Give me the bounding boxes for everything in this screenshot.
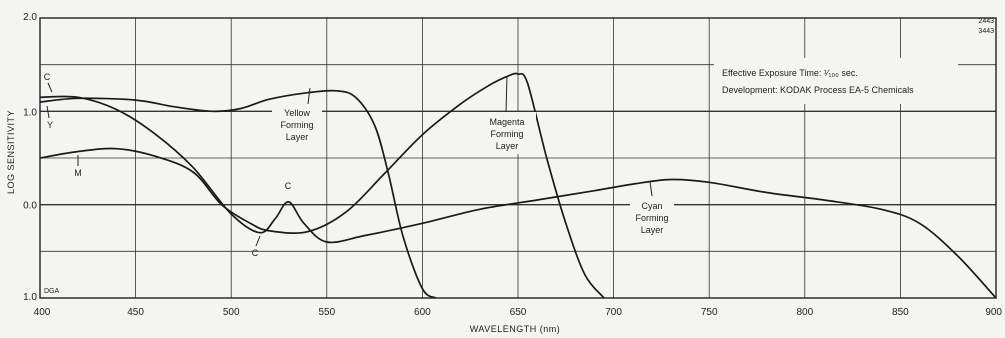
annotation-exposure-time: Effective Exposure Time: ¹⁄₁₀₀ sec. xyxy=(722,68,858,78)
y-tick-label: 1.0 xyxy=(23,292,37,303)
x-tick-label: 550 xyxy=(318,307,335,318)
x-tick-labels: 400 450 500 550 600 650 700 750 800 850 900 xyxy=(34,307,1003,318)
x-tick-label: 500 xyxy=(223,307,240,318)
curves xyxy=(39,72,997,299)
dga-label: DGA xyxy=(44,288,60,295)
y-label-left: Y xyxy=(47,120,53,130)
m-label-left: M xyxy=(74,168,82,178)
magenta-label-line-3: Layer xyxy=(496,141,519,151)
film-code-1: 2443 xyxy=(978,18,994,25)
x-tick-label: 800 xyxy=(796,307,813,318)
yellow-label-line-2: Forming xyxy=(280,120,313,130)
cyan-curve-label: Cyan Forming Layer xyxy=(630,181,674,238)
y-label-left-leader xyxy=(46,105,50,119)
x-tick-label: 600 xyxy=(414,307,431,318)
magenta-forming-layer-curve xyxy=(39,72,605,299)
c-label-bottom-leader xyxy=(255,235,261,247)
y-axis-title: LOG SENSITIVITY xyxy=(6,110,16,194)
c-label-bottom: C xyxy=(252,248,259,258)
yellow-label-line-3: Layer xyxy=(286,132,309,142)
c-label-top-left-leader xyxy=(47,82,53,93)
x-tick-label: 700 xyxy=(605,307,622,318)
magenta-curve-label: Magenta Forming Layer xyxy=(484,75,536,154)
film-code-2: 3443 xyxy=(978,28,994,35)
yellow-forming-layer-curve xyxy=(39,89,437,299)
y-tick-labels: 2.0 1.0 0.0 1.0 xyxy=(23,12,37,303)
magenta-label-line-1: Magenta xyxy=(489,117,524,127)
y-tick-label: 0.0 xyxy=(23,201,37,212)
annotation-box: Effective Exposure Time: ¹⁄₁₀₀ sec. Deve… xyxy=(714,58,958,104)
yellow-label-line-1: Yellow xyxy=(284,108,310,118)
x-tick-label: 850 xyxy=(892,307,909,318)
x-tick-label: 400 xyxy=(34,307,51,318)
magenta-label-line-2: Forming xyxy=(490,129,523,139)
x-tick-label: 900 xyxy=(985,307,1002,318)
cyan-label-line-1: Cyan xyxy=(641,201,662,211)
cyan-label-line-3: Layer xyxy=(641,225,664,235)
c-label-top-left: C xyxy=(44,72,51,82)
y-tick-label: 2.0 xyxy=(23,12,37,23)
y-tick-label: 1.0 xyxy=(23,107,37,118)
cyan-label-line-2: Forming xyxy=(635,213,668,223)
x-tick-label: 650 xyxy=(510,307,527,318)
c-label-peak: C xyxy=(285,181,292,191)
x-tick-label: 750 xyxy=(701,307,718,318)
yellow-curve-label: Yellow Forming Layer xyxy=(272,87,322,144)
cyan-forming-layer-curve xyxy=(39,95,997,299)
x-axis-title: WAVELENGTH (nm) xyxy=(470,324,561,334)
x-tick-label: 450 xyxy=(127,307,144,318)
annotation-development: Development: KODAK Process EA-5 Chemical… xyxy=(722,85,914,95)
